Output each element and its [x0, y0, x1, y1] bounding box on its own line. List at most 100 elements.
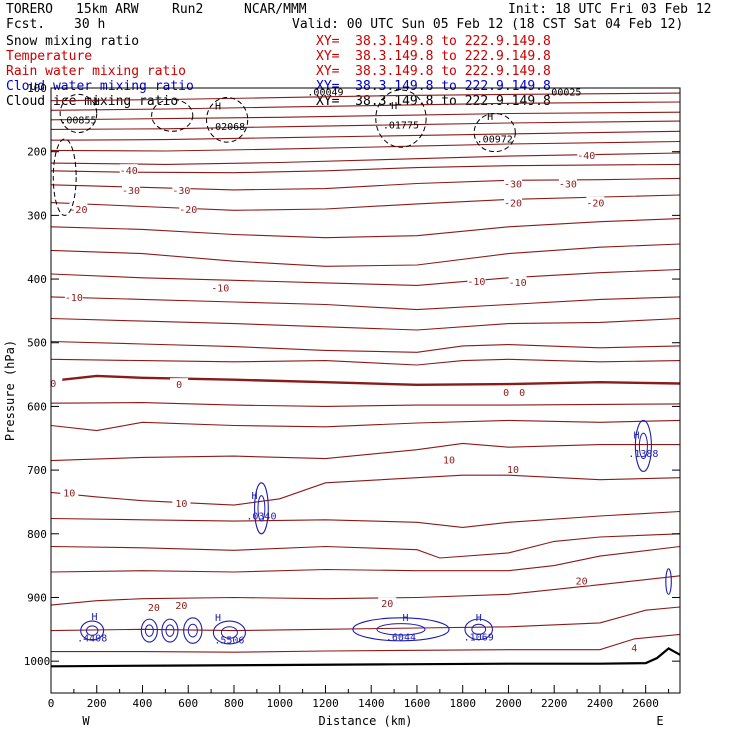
temperature-label: 10: [175, 499, 187, 510]
maximum-marker: H: [215, 613, 221, 624]
cloud-water-contour: [665, 568, 672, 595]
temperature-contour: [50, 442, 680, 462]
temperature-contour: [50, 130, 681, 141]
temperature-label-bg: [170, 378, 189, 390]
cloud-water-contour: [212, 620, 246, 645]
temperature-label: 0: [519, 388, 525, 399]
cloud-water-contour: [187, 623, 198, 638]
y-tick-label: 700: [27, 464, 47, 477]
temperature-contour: [51, 633, 681, 653]
temperature-label: -10: [211, 283, 229, 294]
x-end-left: W: [82, 714, 90, 728]
legend-label: Snow mixing ratio: [6, 34, 140, 49]
header-resolution: 15km ARW: [76, 2, 139, 17]
temperature-label: -30: [559, 180, 577, 191]
cloud-water-max-label: .1388: [628, 449, 658, 460]
temperature-contour: [50, 358, 681, 366]
temperature-contour: [50, 243, 681, 267]
x-tick-label: 800: [224, 697, 244, 710]
temperature-contour: [50, 402, 681, 407]
header-model: TORERO: [6, 2, 53, 17]
temperature-label: -30: [172, 186, 190, 197]
x-tick-label: 2000: [495, 697, 522, 710]
temperature-label-bg: [439, 453, 458, 465]
temperature-contour: [50, 606, 681, 632]
temperature-label: -40: [120, 166, 138, 177]
temperature-label: -10: [467, 277, 485, 288]
header-fcst-label: Fcst.: [6, 17, 46, 32]
temperature-label-bg: [144, 601, 163, 613]
cloud-water-max-label: .5506: [214, 636, 244, 647]
maximum-marker: H: [391, 101, 397, 112]
temperature-label: 0: [176, 380, 182, 391]
header-init: Init: 18 UTC Fri 03 Feb 12: [508, 2, 712, 17]
y-tick-label: 300: [27, 209, 47, 222]
temperature-label-bg: [497, 385, 516, 397]
cloud-water-contour: [352, 617, 450, 642]
temperature-label-bg: [504, 462, 523, 474]
snow-contour: [473, 112, 516, 153]
cloud-water-contour: [638, 432, 648, 460]
temperature-label-bg: [44, 376, 63, 388]
terrain-line: [50, 647, 681, 668]
legend-xy: XY= 38.3.149.8 to 222.9.149.8: [316, 64, 551, 79]
temperature-label-bg: [69, 203, 88, 214]
cloud-water-contour: [85, 625, 99, 636]
temperature-label: -30: [504, 180, 522, 191]
x-tick-label: 1800: [449, 697, 476, 710]
temperature-label: 10: [63, 488, 75, 499]
x-end-right: E: [656, 714, 663, 728]
cloud-water-contour: [140, 618, 158, 643]
cloud-water-max-label: .4408: [77, 634, 107, 645]
top-annotation: .00025: [545, 88, 581, 99]
temperature-label: -10: [509, 278, 527, 289]
temperature-label: -40: [577, 151, 595, 162]
temperature-contour: [50, 296, 681, 311]
contour-note: 4: [631, 644, 637, 655]
snow-contour: [151, 98, 194, 132]
maximum-marker: H: [91, 612, 97, 623]
maximum-marker: H: [634, 430, 640, 441]
y-axis-label: Pressure (hPa): [3, 340, 17, 441]
x-tick-label: 400: [133, 697, 153, 710]
temperature-label-bg: [172, 183, 191, 195]
cloud-water-contour: [183, 617, 203, 644]
temperature-label: -20: [504, 199, 522, 210]
temperature-label: -20: [179, 205, 197, 216]
x-tick-label: 1400: [358, 697, 385, 710]
cloud-water-max-label: .6044: [386, 632, 416, 643]
temperature-label-bg: [586, 196, 605, 208]
temperature-contour: [50, 419, 681, 432]
temperature-label: 20: [148, 603, 160, 614]
plot-frame: [50, 87, 681, 694]
cloud-water-contour: [161, 618, 179, 643]
temperature-contour: [50, 575, 681, 606]
temperature-label-bg: [119, 164, 138, 176]
snow-contour: [375, 89, 427, 148]
temperature-label-bg: [172, 497, 191, 509]
temperature-label-bg: [172, 599, 191, 611]
temperature-contour: [50, 140, 681, 152]
cloud-water-max-label: .1069: [464, 632, 494, 643]
y-tick-label: 600: [27, 400, 47, 413]
y-tick-label: 900: [27, 591, 47, 604]
snow-contour: [59, 93, 98, 134]
temperature-contour: [50, 317, 681, 331]
temperature-label: 20: [175, 601, 187, 612]
temperature-contour: [50, 111, 681, 121]
temperature-contour: [50, 120, 681, 130]
cloud-water-contour: [257, 495, 266, 522]
x-tick-label: 200: [87, 697, 107, 710]
temperature-contour: [50, 340, 681, 353]
temperature-contour: [50, 163, 681, 174]
temperature-label: -20: [586, 199, 604, 210]
cloud-water-contour: [220, 626, 238, 639]
temperature-contour: [50, 177, 681, 191]
temperature-contour: [50, 510, 681, 528]
x-tick-label: 1600: [404, 697, 431, 710]
temperature-label: -10: [65, 293, 83, 304]
temperature-label-bg: [467, 274, 486, 286]
maximum-marker: H: [252, 491, 258, 502]
cloud-water-contour: [165, 624, 175, 637]
y-tick-label: 400: [27, 273, 47, 286]
